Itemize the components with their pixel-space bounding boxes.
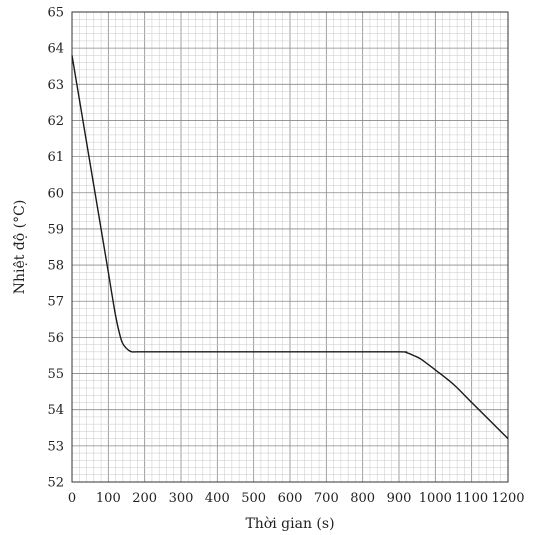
y-tick-label: 55: [47, 367, 64, 382]
x-tick-label: 800: [350, 491, 375, 506]
y-axis-ticks: 52 53 54 55 56 57 58 59 60 61 62 63 64 65: [47, 6, 64, 491]
grid: [71, 11, 509, 483]
x-tick-label: 1000: [419, 491, 452, 506]
plot-frame: [71, 11, 509, 483]
y-tick-label: 59: [47, 222, 64, 237]
x-tick-label: 100: [96, 491, 121, 506]
y-tick-label: 58: [47, 259, 64, 274]
y-tick-label: 65: [47, 6, 64, 21]
y-axis-title: Nhiệt độ (°C): [12, 200, 28, 295]
x-axis-ticks: 0 100 200 300 400 500 600 700 800 900 1000 1100 1200: [68, 491, 525, 506]
x-tick-label: 700: [314, 491, 339, 506]
y-tick-label: 56: [47, 331, 64, 346]
x-tick-label: 200: [132, 491, 157, 506]
y-tick-label: 52: [47, 476, 64, 491]
y-tick-label: 64: [47, 42, 64, 57]
x-tick-label: 300: [169, 491, 194, 506]
y-tick-label: 60: [47, 186, 64, 201]
x-tick-label: 400: [205, 491, 230, 506]
series-line: [71, 55, 509, 440]
x-tick-label: 0: [68, 491, 76, 506]
y-tick-label: 57: [47, 295, 64, 310]
x-tick-label: 500: [241, 491, 266, 506]
x-tick-label: 1200: [491, 491, 524, 506]
x-axis-title: Thời gian (s): [245, 516, 334, 532]
y-tick-label: 53: [47, 439, 64, 454]
y-tick-label: 63: [47, 78, 64, 93]
x-tick-label: 900: [387, 491, 412, 506]
y-tick-label: 61: [47, 150, 64, 165]
y-tick-label: 62: [47, 114, 64, 129]
x-tick-label: 1100: [455, 491, 488, 506]
y-tick-label: 54: [47, 403, 64, 418]
x-tick-label: 600: [278, 491, 303, 506]
